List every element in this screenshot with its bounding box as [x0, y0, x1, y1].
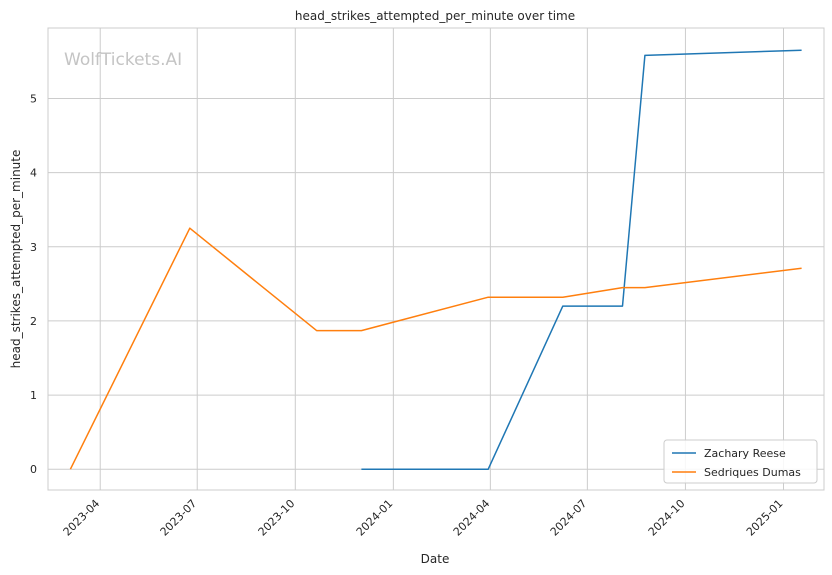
y-tick-label: 4	[30, 167, 37, 180]
x-tick-label: 2024-10	[646, 497, 688, 539]
series-line-zachary-reese	[361, 49, 802, 470]
x-tick-label: 2024-04	[451, 497, 493, 539]
chart-title: head_strikes_attempted_per_minute over t…	[295, 9, 575, 23]
y-tick-label: 5	[30, 92, 37, 105]
series-line-sedriques-dumas	[69, 227, 802, 470]
x-tick-label: 2024-07	[548, 497, 590, 539]
grid	[48, 28, 824, 490]
x-tick-label: 2023-04	[61, 497, 103, 539]
legend: Zachary Reese Sedriques Dumas	[663, 439, 818, 484]
legend-label-zachary-reese: Zachary Reese	[704, 447, 786, 460]
x-tick-label: 2023-10	[256, 497, 298, 539]
y-tick-label: 2	[30, 315, 37, 328]
y-tick-label: 1	[30, 389, 37, 402]
y-axis-label: head_strikes_attempted_per_minute	[9, 150, 23, 369]
x-tick-label: 2025-01	[744, 497, 786, 539]
plot-area	[47, 27, 825, 491]
legend-label-sedriques-dumas: Sedriques Dumas	[704, 466, 801, 479]
y-tick-label: 3	[30, 241, 37, 254]
x-tick-labels: 2023-04 2023-07 2023-10 2024-01 2024-04 2024-…	[61, 497, 786, 539]
x-axis-label: Date	[421, 552, 450, 566]
y-tick-label: 0	[30, 463, 37, 476]
x-tick-label: 2023-07	[158, 497, 200, 539]
series-lines	[69, 49, 802, 470]
x-tick-label: 2024-01	[354, 497, 396, 539]
watermark: WolfTickets.AI	[64, 50, 182, 70]
y-tick-labels: 0 1 2 3 4 5	[30, 92, 37, 476]
legend-box	[663, 439, 818, 484]
